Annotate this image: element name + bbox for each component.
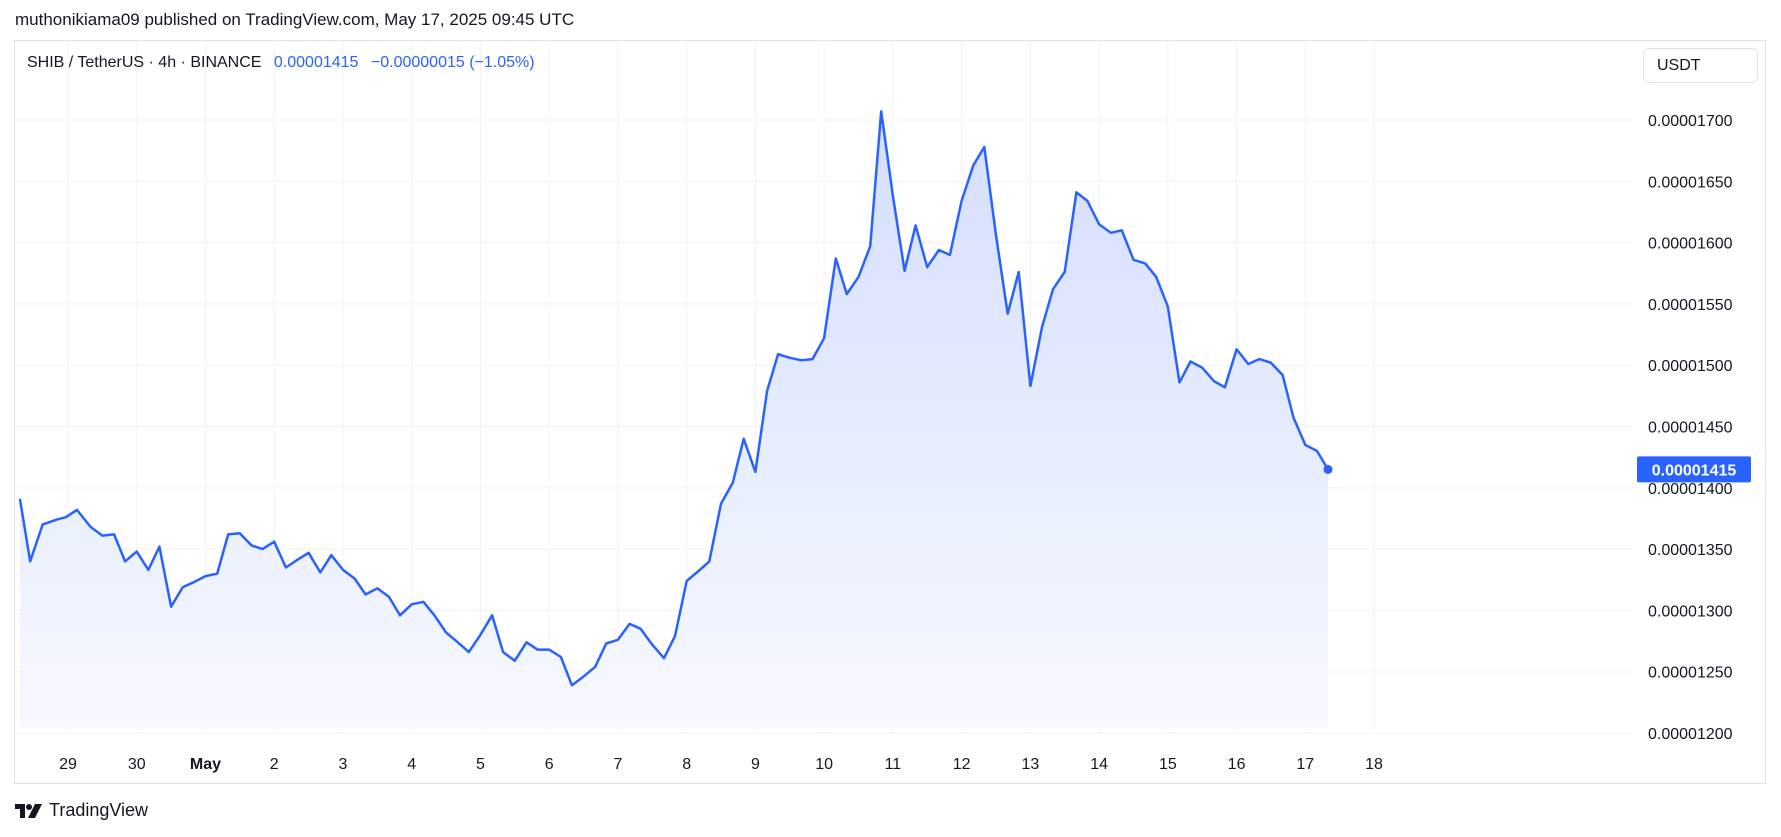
y-tick-label: 0.00001300 [1648, 603, 1733, 620]
currency-selector[interactable]: USDT [1643, 48, 1758, 83]
symbol-legend: SHIB / TetherUS · 4h · BINANCE 0.0000141… [27, 54, 535, 72]
x-tick-label: 11 [885, 756, 902, 773]
tradingview-brand: TradingView [49, 800, 149, 820]
y-tick-label: 0.00001650 [1648, 174, 1733, 191]
y-tick-label: 0.00001400 [1648, 481, 1733, 498]
price-line-path [18, 110, 1330, 687]
tradingview-logo[interactable]: TradingView [15, 800, 148, 821]
x-tick-label: 9 [751, 756, 760, 773]
tradingview-logo-icon [15, 803, 42, 818]
x-tick-label: 10 [815, 756, 833, 773]
x-tick-label: 8 [682, 756, 691, 773]
y-tick-label: 0.00001450 [1648, 420, 1733, 437]
x-tick-label: 17 [1296, 756, 1314, 773]
symbol-name[interactable]: SHIB / TetherUS · 4h · BINANCE [27, 54, 262, 71]
x-tick-label: 18 [1365, 756, 1383, 773]
x-tick-label: May [190, 756, 221, 773]
x-tick-label: 14 [1090, 756, 1108, 773]
x-tick-label: 29 [59, 756, 77, 773]
y-tick-label: 0.00001350 [1648, 542, 1733, 559]
x-axis: 29 30 May 2 3 4 5 6 7 8 9 10 11 12 13 14 15 16 17 18 [59, 756, 1383, 773]
last-price-badge [1637, 456, 1751, 483]
y-tick-label: 0.00001500 [1648, 358, 1733, 375]
x-tick-label: 15 [1159, 756, 1177, 773]
x-tick-label: 12 [953, 756, 971, 773]
x-tick-label: 2 [270, 756, 279, 773]
y-tick-label: 0.00001600 [1648, 236, 1733, 253]
y-axis: 0.00001200 0.00001250 0.00001300 0.00001350… [1637, 113, 1751, 743]
price-line [18, 110, 1333, 687]
x-tick-label: 6 [545, 756, 554, 773]
x-tick-label: 30 [128, 756, 146, 773]
x-tick-label: 3 [339, 756, 348, 773]
price-change: −0.00000015 (−1.05%) [370, 54, 535, 71]
x-tick-label: 7 [613, 756, 622, 773]
y-tick-label: 0.00001700 [1648, 113, 1733, 130]
last-price: 0.00001415 [273, 54, 359, 71]
x-tick-label: 4 [407, 756, 416, 773]
last-price-badge-label: 0.00001415 [1652, 462, 1737, 479]
y-tick-label: 0.00001550 [1648, 297, 1733, 314]
published-by-text: muthonikiama09 published on TradingView.… [15, 10, 575, 29]
x-tick-label: 16 [1228, 756, 1246, 773]
y-tick-label: 0.00001250 [1648, 665, 1733, 682]
chart-frame[interactable] [14, 40, 1766, 784]
x-tick-label: 5 [476, 756, 485, 773]
last-price-point [1323, 464, 1333, 474]
y-tick-label: 0.00001200 [1648, 726, 1733, 743]
x-tick-label: 13 [1021, 756, 1039, 773]
